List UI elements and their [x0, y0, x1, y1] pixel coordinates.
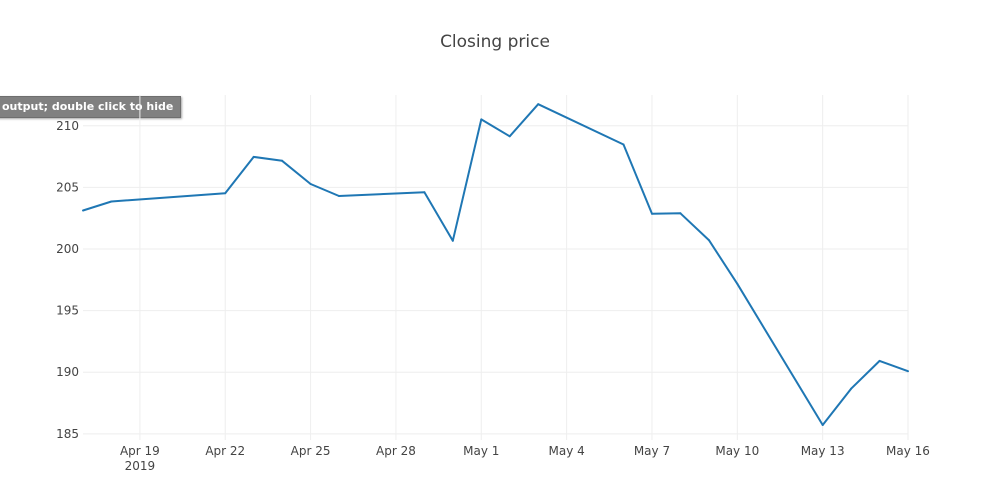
y-tick-label: 200: [56, 242, 79, 256]
chart-title: Closing price: [440, 32, 550, 52]
data-point: [252, 155, 255, 158]
closing-price-points: [82, 103, 909, 426]
x-tick-label: May 13: [801, 444, 845, 458]
x-tick-label: Apr 22: [205, 444, 245, 458]
data-point: [480, 118, 483, 121]
x-tick-label: Apr 19: [120, 444, 160, 458]
hide-output-tooltip[interactable]: output; double click to hide: [0, 96, 182, 118]
x-tick-label: May 1: [463, 444, 499, 458]
data-point: [537, 103, 540, 106]
data-point: [907, 370, 909, 373]
x-tick-label: May 7: [634, 444, 670, 458]
data-point: [309, 183, 312, 185]
data-point: [850, 387, 853, 390]
x-tick-sublabel: 2019: [125, 459, 156, 473]
x-gridlines: [139, 95, 909, 440]
x-tick-label: May 10: [715, 444, 759, 458]
y-axis-tick-labels: 185 190 195 200 205 210: [56, 119, 79, 441]
closing-price-line: [82, 103, 909, 426]
data-point: [707, 239, 710, 242]
x-tick-label: May 16: [886, 444, 930, 458]
data-point: [878, 359, 881, 362]
data-point: [82, 209, 84, 212]
data-point: [451, 239, 454, 242]
data-point: [679, 212, 682, 215]
data-point: [508, 135, 511, 138]
y-gridlines: [83, 125, 908, 435]
y-tick-label: 190: [56, 365, 79, 379]
data-point: [651, 212, 653, 215]
y-tick-label: 195: [56, 304, 79, 318]
x-tick-label: Apr 28: [376, 444, 416, 458]
y-tick-label: 185: [56, 427, 79, 441]
data-point: [281, 159, 284, 162]
data-point: [423, 191, 426, 194]
data-point: [224, 192, 227, 195]
data-point: [338, 195, 340, 197]
y-tick-label: 205: [56, 180, 79, 194]
x-tick-label: May 4: [548, 444, 584, 458]
data-point: [110, 200, 113, 203]
data-point: [622, 143, 625, 146]
x-tick-label: Apr 25: [291, 444, 331, 458]
data-point: [736, 282, 739, 285]
data-point: [821, 424, 824, 426]
y-tick-label: 210: [56, 119, 79, 133]
